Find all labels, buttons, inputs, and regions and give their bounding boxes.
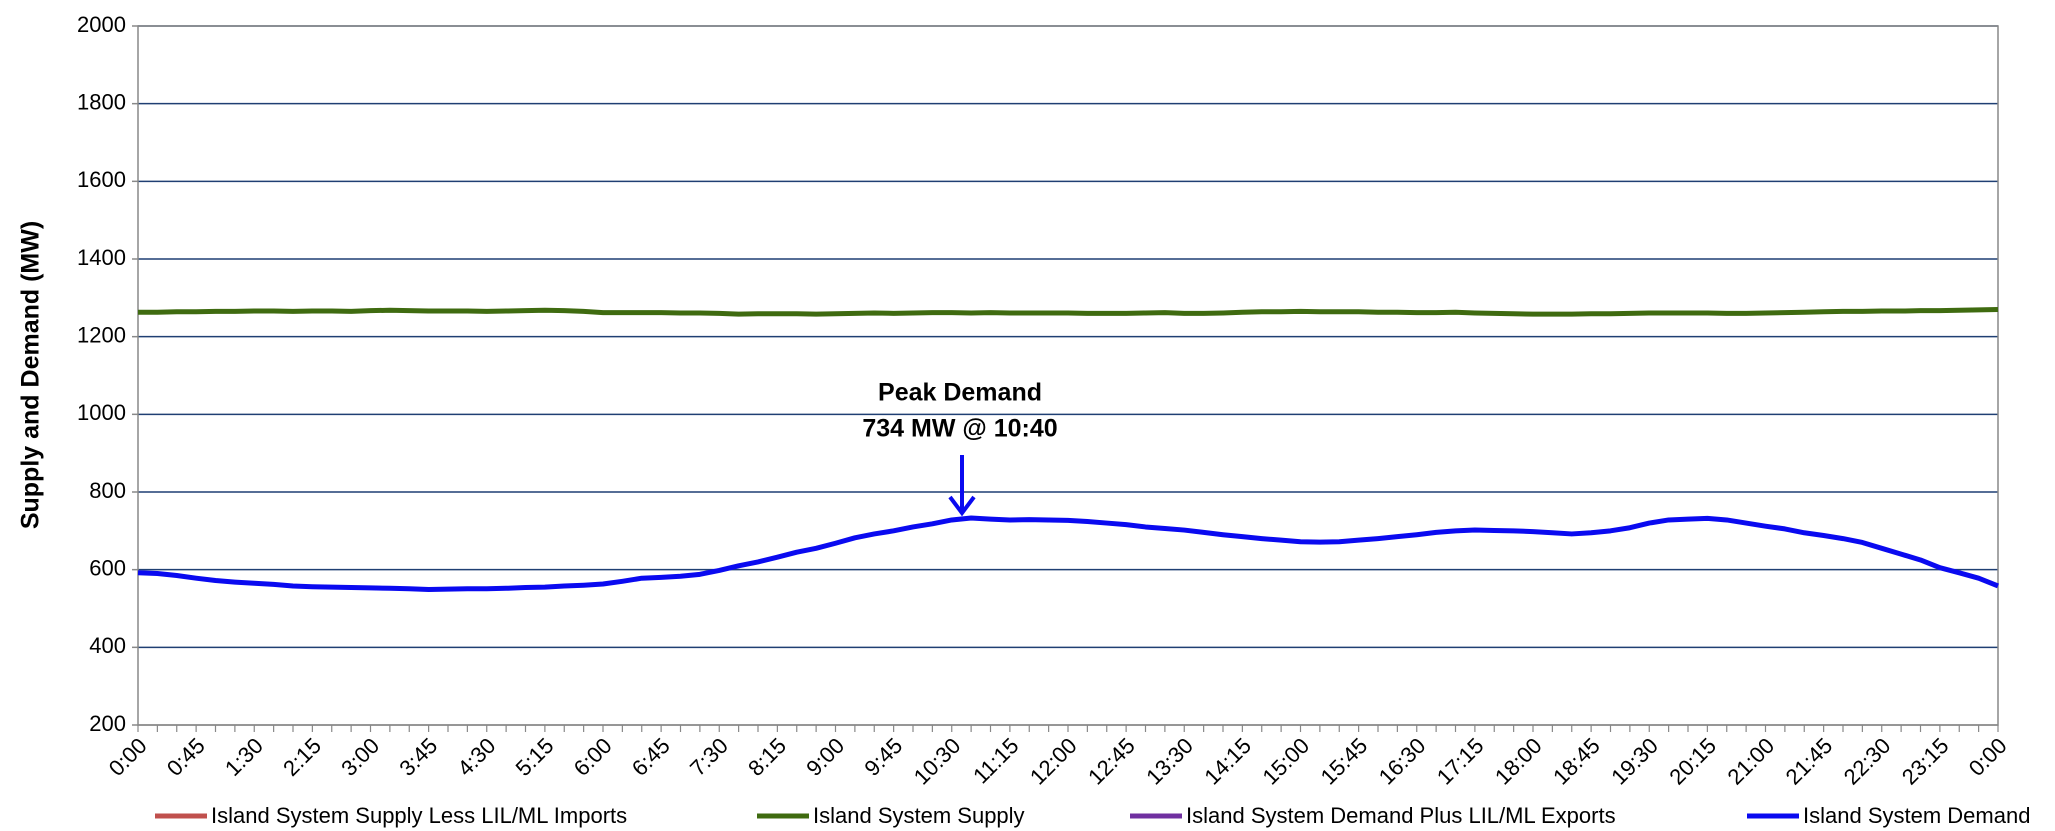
legend-label: Island System Demand — [1803, 803, 2030, 828]
x-tick-label: 0:45 — [162, 733, 210, 781]
legend-label: Island System Demand Plus LIL/ML Exports — [1186, 803, 1616, 828]
x-tick-label: 9:45 — [859, 733, 907, 781]
y-tick-label: 1800 — [77, 89, 126, 114]
x-tick-label: 1:30 — [220, 733, 268, 781]
annotation: 734 MW @ 10:40 — [862, 415, 1057, 443]
x-tick-label: 3:45 — [394, 733, 442, 781]
x-tick-label: 17:15 — [1432, 733, 1489, 790]
x-tick-label: 9:00 — [801, 733, 849, 781]
x-tick-label: 19:30 — [1606, 733, 1663, 790]
x-tick-label: 18:45 — [1548, 733, 1605, 790]
legend-label: Island System Supply Less LIL/ML Imports — [211, 803, 627, 828]
x-tick-label: 12:00 — [1025, 733, 1082, 790]
series-line — [138, 306, 1999, 317]
annotation-arrowhead — [948, 495, 976, 517]
x-tick-label: 5:15 — [511, 733, 559, 781]
legend-label: Island System Supply — [813, 803, 1025, 828]
x-tick-label: 0:00 — [104, 733, 152, 781]
y-tick-label: 2000 — [77, 12, 126, 37]
y-tick-label: 1200 — [77, 322, 126, 347]
y-tick-label: 1000 — [77, 400, 126, 425]
y-tick-label: 200 — [89, 711, 126, 736]
annotation: Peak Demand — [878, 379, 1042, 407]
x-tick-label: 18:00 — [1490, 733, 1547, 790]
x-tick-label: 8:15 — [743, 733, 791, 781]
x-tick-label: 6:00 — [569, 733, 617, 781]
x-tick-label: 10:30 — [909, 733, 966, 790]
series-line — [137, 515, 1999, 592]
y-axis-label: Supply and Demand (MW) — [17, 221, 45, 529]
x-tick-label: 21:45 — [1781, 733, 1838, 790]
x-tick-label: 20:15 — [1664, 733, 1721, 790]
x-tick-label: 3:00 — [336, 733, 384, 781]
y-tick-label: 1600 — [77, 167, 126, 192]
x-tick-label: 6:45 — [627, 733, 675, 781]
x-tick-label: 23:15 — [1897, 733, 1954, 790]
x-tick-label: 11:15 — [968, 733, 1023, 788]
x-tick-label: 13:30 — [1141, 733, 1198, 790]
y-tick-label: 800 — [89, 478, 126, 503]
x-tick-label: 0:00 — [1964, 733, 2012, 781]
x-tick-label: 7:30 — [685, 733, 733, 781]
x-tick-label: 22:30 — [1839, 733, 1896, 790]
x-tick-label: 15:45 — [1316, 733, 1373, 790]
plot-frame — [137, 25, 1999, 726]
x-tick-label: 15:00 — [1258, 733, 1315, 790]
x-tick-label: 2:15 — [278, 733, 326, 781]
y-tick-label: 600 — [89, 555, 126, 580]
x-tick-label: 4:30 — [452, 733, 500, 781]
y-tick-label: 1400 — [77, 245, 126, 270]
x-tick-label: 16:30 — [1374, 733, 1431, 790]
x-tick-label: 12:45 — [1083, 733, 1140, 790]
y-tick-label: 400 — [89, 633, 126, 658]
x-tick-label: 21:00 — [1723, 733, 1780, 790]
x-tick-label: 14:15 — [1199, 733, 1256, 790]
